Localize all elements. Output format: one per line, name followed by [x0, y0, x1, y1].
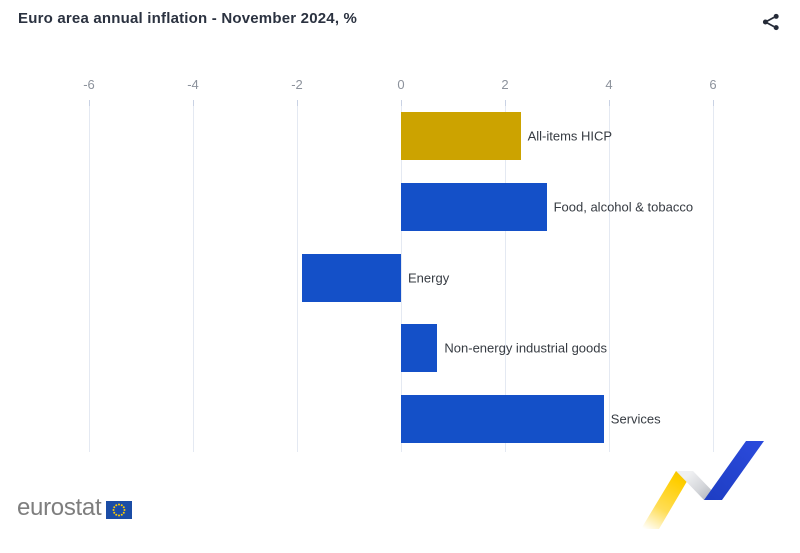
tick-mark-4 [609, 100, 610, 106]
axis-tick-label-0: 0 [397, 77, 405, 92]
axis-tick-label-6: 6 [709, 77, 717, 92]
gridline--6 [89, 100, 90, 452]
gridline-4 [609, 100, 610, 452]
eurostat-logo: eurostat [17, 494, 133, 521]
page-title: Euro area annual inflation - November 20… [18, 10, 358, 27]
ribbon-yellow-band [641, 471, 693, 529]
share-icon[interactable] [761, 12, 781, 32]
bar-food-alcohol-tobacco[interactable] [401, 182, 547, 231]
ribbon-blue-band [704, 441, 764, 500]
axis-tick-label--6: -6 [83, 77, 95, 92]
gridline-0 [401, 100, 402, 452]
bar-label-non-energy-industrial-goods: Non-energy industrial goods [444, 340, 607, 356]
axis-tick-label--4: -4 [187, 77, 199, 92]
bar-label-food-alcohol-tobacco: Food, alcohol & tobacco [553, 199, 694, 215]
tick-mark-6 [713, 100, 714, 106]
bar-non-energy-industrial-goods[interactable] [401, 324, 438, 373]
axis-tick-label--2: -2 [291, 77, 303, 92]
gridline-2 [505, 100, 506, 452]
bar-label-energy: Energy [408, 270, 450, 285]
eurostat-ribbon-decoration [641, 441, 764, 529]
gridline--4 [193, 100, 194, 452]
bar-all-items-hicp[interactable] [401, 112, 521, 161]
axis-tick-label-4: 4 [605, 77, 613, 92]
gridline-6 [713, 100, 714, 452]
tick-mark--6 [89, 100, 90, 106]
tick-mark--4 [193, 100, 194, 106]
eurostat-logo-text: eurostat [17, 494, 102, 521]
bar-label-services: Services [610, 411, 661, 427]
eu-flag-icon [106, 500, 133, 519]
bar-services[interactable] [401, 394, 604, 443]
gridline--2 [297, 100, 298, 452]
tick-mark--2 [297, 100, 298, 106]
tick-mark-2 [505, 100, 506, 106]
share-icon-glyph [762, 13, 779, 31]
axis-tick-label-2: 2 [501, 77, 509, 92]
bar-label-all-items-hicp: All-items HICP [527, 128, 613, 144]
bar-energy[interactable] [302, 253, 401, 302]
tick-mark-0 [401, 100, 402, 106]
